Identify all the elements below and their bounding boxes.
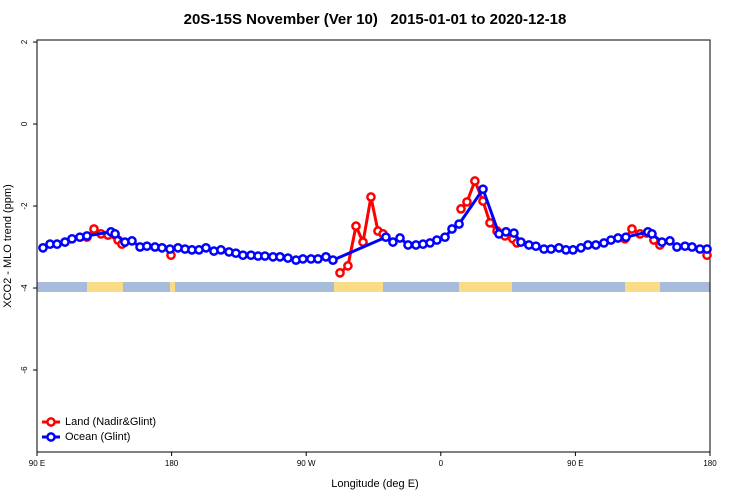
point	[157, 242, 167, 253]
point	[238, 250, 248, 261]
point	[283, 253, 293, 263]
point	[216, 245, 226, 255]
point	[275, 252, 285, 262]
point	[657, 237, 667, 247]
point	[516, 237, 526, 247]
y-tick-label: -4	[20, 284, 29, 292]
point	[509, 228, 519, 238]
point	[403, 240, 413, 250]
point	[165, 244, 175, 254]
point	[568, 245, 578, 255]
y-axis-label: XCO2 - MLO trend (ppm)	[2, 184, 14, 307]
legend-label: Ocean (Glint)	[65, 431, 130, 443]
x-tick-label: 180	[165, 459, 179, 468]
y-tick-label: -6	[20, 366, 29, 374]
point	[366, 192, 376, 202]
point	[501, 227, 511, 237]
point	[395, 233, 405, 243]
y-tick-label: -2	[20, 202, 29, 210]
point	[67, 233, 77, 244]
land-strip	[87, 282, 123, 292]
land-ocean-strip	[37, 282, 710, 292]
x-tick-label: 180	[703, 459, 717, 468]
legend-marker	[46, 417, 56, 427]
point	[447, 224, 457, 234]
point	[621, 232, 631, 243]
point	[328, 255, 338, 265]
x-tick-label: 90 E	[567, 459, 583, 468]
x-tick-label: 90 W	[297, 459, 316, 468]
point	[260, 251, 270, 261]
point	[343, 261, 353, 271]
legend-marker	[46, 432, 56, 442]
land-strip	[459, 282, 512, 292]
y-tick-label: 0	[20, 121, 29, 126]
land-strip	[170, 282, 175, 292]
point	[478, 184, 488, 195]
point	[456, 204, 466, 214]
point	[388, 237, 398, 247]
point	[127, 236, 137, 246]
chart-title: 20S-15S November (Ver 10) 2015-01-01 to …	[184, 11, 567, 28]
point	[702, 244, 712, 254]
point	[313, 254, 323, 264]
point	[647, 229, 657, 239]
x-tick-label: 0	[439, 459, 444, 468]
point	[546, 244, 556, 254]
point	[298, 254, 308, 264]
point	[110, 229, 120, 239]
point	[672, 242, 682, 252]
point	[462, 197, 472, 207]
land-strip	[625, 282, 660, 292]
point	[142, 241, 152, 252]
x-axis-label: Longitude (deg E)	[331, 478, 418, 490]
x-tick-label: 90 E	[29, 459, 45, 468]
legend-label: Land (Nadir&Glint)	[65, 416, 156, 428]
point	[381, 232, 391, 243]
point	[470, 176, 480, 186]
point	[627, 224, 637, 234]
point	[687, 242, 697, 252]
point	[531, 241, 541, 252]
point	[351, 221, 361, 231]
point	[591, 240, 601, 250]
point	[335, 268, 345, 278]
point	[440, 232, 450, 243]
point	[89, 224, 99, 234]
land-strip	[334, 282, 383, 292]
point	[583, 240, 593, 250]
y-tick-label: 2	[20, 39, 29, 44]
point	[432, 235, 442, 245]
point	[82, 231, 92, 241]
point	[613, 233, 623, 243]
series-line	[87, 181, 707, 273]
point	[52, 239, 62, 250]
point	[665, 236, 675, 246]
point	[38, 242, 48, 253]
point	[454, 219, 464, 229]
point	[201, 242, 211, 253]
